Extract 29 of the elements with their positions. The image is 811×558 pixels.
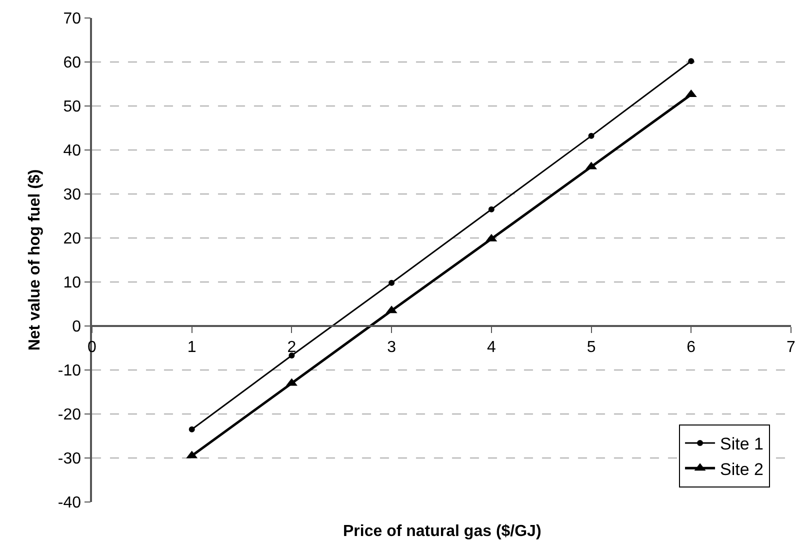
point [288,352,295,358]
y-tick-label: 20 [63,230,82,248]
x-tick-label: 4 [486,338,496,356]
point [188,426,195,432]
x-tick-label: 6 [686,338,696,356]
y-tick-label: -30 [58,450,82,468]
point [688,58,694,64]
x-tick-label: 5 [586,338,596,356]
y-tick-label: 0 [72,318,82,336]
x-tick-label: 3 [387,338,396,356]
y-tick-label: -20 [58,406,82,424]
legend-label: Site 1 [720,434,764,454]
y-tick-label: 30 [63,186,82,204]
y-tick-label: 40 [63,142,82,160]
x-axis-title: Price of natural gas ($/GJ) [343,523,542,540]
point [388,280,395,286]
x-tick-label: 1 [187,338,196,356]
y-tick-label: 10 [63,274,82,292]
legend-label: Site 2 [720,460,764,479]
y-tick-label: 60 [63,54,82,72]
point [488,206,494,212]
y-axis-title: Net value of hog fuel ($) [26,169,44,351]
y-tick-label: -40 [58,494,82,512]
x-tick-label: 2 [287,338,296,356]
point [588,132,594,139]
y-tick-label: 70 [63,10,82,28]
y-tick-label: 50 [63,98,82,116]
y-tick-label: -10 [58,362,82,380]
x-tick-label: 7 [786,338,796,356]
